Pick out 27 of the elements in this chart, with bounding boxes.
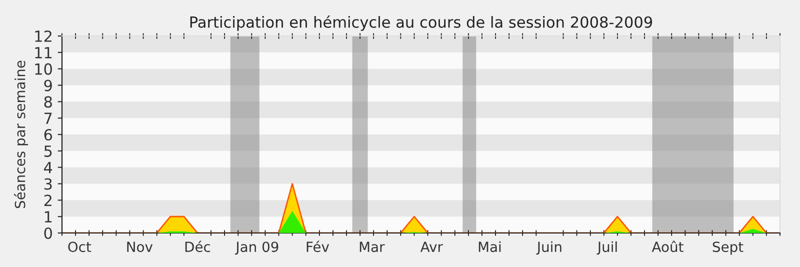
y-tick-label: 7 <box>44 112 52 124</box>
x-tick-label: Déc <box>185 240 210 252</box>
x-tick-label: Sept <box>712 242 744 255</box>
y-tick-label: 8 <box>44 96 52 108</box>
y-tick-label: 4 <box>44 162 52 174</box>
x-tick-label: Mar <box>360 242 385 252</box>
x-tick-label: Jan 09 <box>235 242 278 255</box>
x-tick-label: Fév <box>306 240 330 252</box>
y-tick-label: 3 <box>44 178 52 190</box>
y-tick-label: 2 <box>44 194 52 206</box>
chart-title: Participation en hémicycle au cours de la session 2008-2009 <box>190 15 652 31</box>
y-tick-label: 9 <box>44 80 52 92</box>
y-tick-label: 0 <box>44 227 52 240</box>
y-tick-label: 5 <box>44 146 52 157</box>
x-tick-label: Nov <box>127 242 153 252</box>
x-tick-label: Juin <box>536 241 562 255</box>
y-tick-label: 6 <box>44 128 52 141</box>
y-tick-label: 11 <box>35 47 52 58</box>
x-tick-label: Août <box>652 240 684 252</box>
x-tick-label: Avr <box>420 242 443 252</box>
x-tick-label: Oct <box>68 242 92 252</box>
y-tick-label: 12 <box>35 30 52 42</box>
y-tick-label: 1 <box>44 211 52 222</box>
y-axis-title: Séances par semaine <box>14 60 28 208</box>
x-tick-label: Juil <box>596 241 617 255</box>
y-tick-label: 10 <box>35 63 52 75</box>
x-tick-label: Mai <box>478 241 501 252</box>
